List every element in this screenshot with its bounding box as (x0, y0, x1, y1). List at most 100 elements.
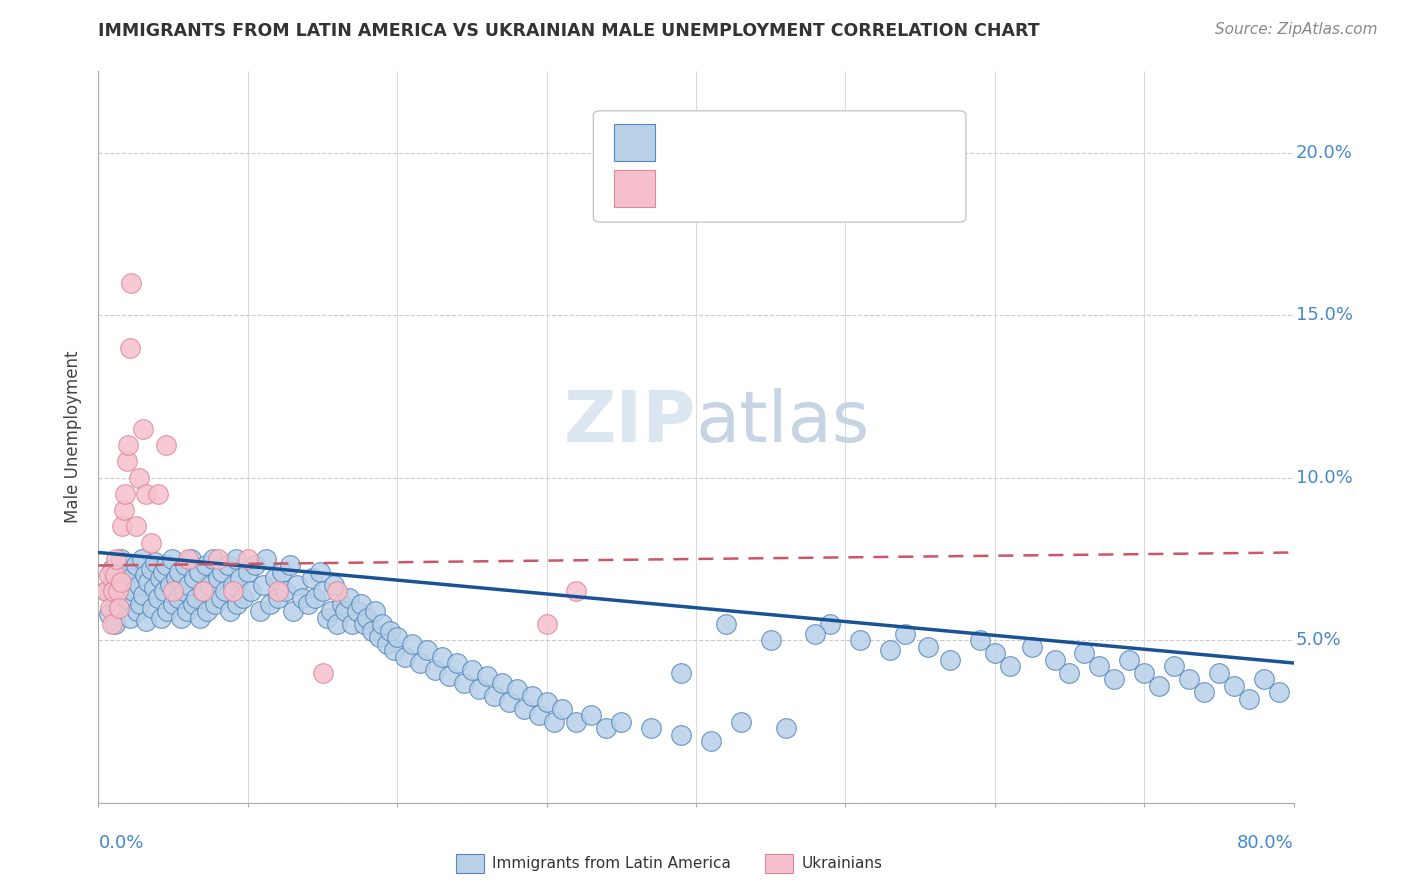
Point (167, 565, 190, 579)
Point (1059, 665, 1081, 680)
Point (107, 584, 129, 599)
Point (207, 552, 229, 566)
Text: Ukrainians: Ukrainians (801, 856, 883, 871)
Point (117, 438, 139, 452)
Point (103, 574, 125, 589)
Point (304, 591, 326, 605)
Point (245, 558, 267, 573)
Point (160, 552, 183, 566)
Point (527, 708, 550, 723)
Point (360, 624, 382, 638)
Text: R =: R = (664, 135, 703, 153)
Point (236, 565, 259, 579)
Point (565, 584, 588, 599)
Point (183, 572, 205, 586)
Point (194, 558, 218, 573)
Point (152, 565, 174, 579)
Text: 5.0%: 5.0% (1296, 632, 1341, 649)
Point (1208, 665, 1230, 680)
Point (894, 626, 917, 640)
Point (148, 487, 170, 501)
Point (1021, 640, 1043, 654)
Point (1223, 679, 1246, 693)
Point (111, 578, 134, 592)
Point (267, 584, 290, 599)
Point (249, 604, 271, 618)
Point (103, 584, 125, 599)
Point (105, 552, 128, 566)
Point (759, 633, 782, 648)
Point (108, 600, 131, 615)
Point (132, 422, 155, 436)
Point (169, 610, 191, 624)
Point (1267, 685, 1289, 699)
Point (111, 519, 134, 533)
Point (129, 598, 152, 612)
Point (364, 604, 387, 618)
Point (97, 568, 120, 582)
Point (177, 552, 200, 566)
Point (565, 714, 588, 729)
Point (1104, 673, 1126, 687)
Point (110, 552, 132, 566)
Point (114, 487, 136, 501)
Point (115, 454, 138, 468)
Point (1118, 653, 1140, 667)
Point (669, 665, 692, 680)
Point (173, 584, 195, 599)
Point (356, 610, 378, 624)
Text: N =: N = (783, 135, 823, 153)
Point (135, 487, 157, 501)
Point (879, 643, 901, 657)
Text: N =: N = (783, 181, 823, 199)
Point (316, 610, 339, 624)
Point (232, 591, 254, 605)
Point (181, 598, 204, 612)
Point (491, 675, 513, 690)
Point (131, 552, 153, 566)
Point (107, 568, 129, 582)
Point (311, 584, 333, 599)
Point (378, 624, 401, 638)
Point (222, 578, 245, 592)
Point (804, 626, 827, 640)
Point (104, 568, 127, 582)
Point (408, 656, 430, 670)
Point (132, 588, 155, 602)
Point (222, 584, 245, 599)
Point (110, 574, 132, 589)
Point (94, 584, 117, 599)
Point (156, 604, 179, 618)
Text: 10.0%: 10.0% (1296, 468, 1353, 487)
Point (239, 584, 262, 599)
Point (484, 689, 506, 703)
Point (1192, 685, 1215, 699)
Text: 0.015: 0.015 (709, 181, 765, 199)
Point (135, 614, 157, 628)
Point (820, 617, 842, 632)
Point (184, 591, 207, 605)
Point (297, 598, 319, 612)
Point (188, 610, 211, 624)
Point (136, 574, 159, 589)
Point (159, 578, 181, 592)
Point (202, 552, 225, 566)
Point (536, 617, 558, 632)
Point (543, 714, 565, 729)
Point (104, 617, 127, 632)
Point (150, 610, 173, 624)
Point (217, 558, 239, 573)
Text: -0.445: -0.445 (709, 135, 766, 153)
Point (385, 630, 409, 644)
Point (849, 633, 872, 648)
Text: 35: 35 (827, 181, 855, 199)
Point (1088, 659, 1111, 673)
Text: 15.0%: 15.0% (1296, 306, 1353, 324)
Point (730, 714, 752, 729)
Point (166, 591, 188, 605)
Point (177, 578, 200, 592)
Point (714, 617, 737, 632)
Point (550, 701, 572, 715)
Point (700, 734, 723, 748)
Y-axis label: Male Unemployment: Male Unemployment (65, 351, 83, 524)
